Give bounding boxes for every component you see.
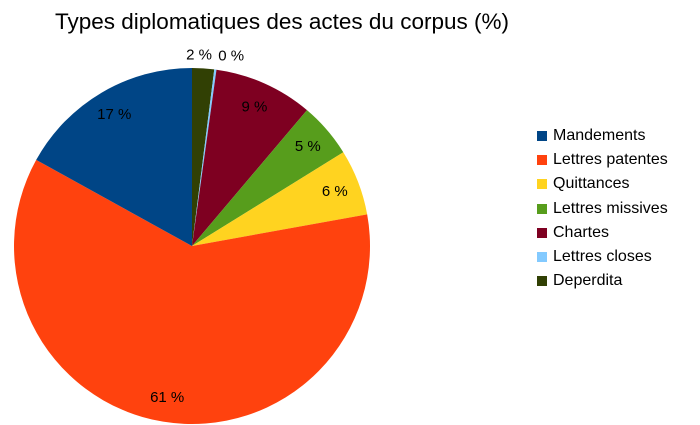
legend-label: Lettres patentes: [553, 151, 668, 169]
slice-label-lettres-patentes: 61 %: [150, 389, 184, 406]
pie-slice-chartes: [192, 69, 307, 246]
pie-slice-deperdita: [192, 68, 215, 246]
pie-slice-lettres-patentes: [14, 159, 371, 424]
slice-label-deperdita: 2 %: [186, 46, 212, 63]
legend-item: Lettres closes: [537, 245, 668, 269]
chart-title: Types diplomatiques des actes du corpus …: [55, 9, 509, 34]
slice-label-lettres-closes: 0 %: [218, 48, 244, 65]
legend: Mandements Lettres patentes Quittances Lett…: [537, 124, 668, 293]
legend-item: Quittances: [537, 172, 668, 196]
legend-swatch: [537, 252, 547, 263]
legend-swatch: [537, 276, 547, 287]
slice-label-chartes: 9 %: [241, 98, 267, 115]
legend-swatch: [537, 203, 547, 214]
slice-label-lettres-missives: 5 %: [295, 138, 321, 155]
legend-label: Lettres missives: [553, 199, 668, 217]
legend-label: Chartes: [553, 223, 610, 241]
legend-item: Deperdita: [537, 269, 668, 293]
legend-item: Lettres missives: [537, 197, 668, 221]
legend-swatch: [537, 179, 547, 190]
pie-slice-quittances: [192, 152, 368, 246]
legend-swatch: [537, 131, 547, 142]
legend-item: Mandements: [537, 124, 668, 148]
pie-slice-mandements: [36, 68, 193, 246]
legend-swatch: [537, 227, 547, 238]
legend-item: Lettres patentes: [537, 148, 668, 172]
legend-label: Lettres closes: [553, 248, 652, 266]
slice-label-mandements: 17 %: [97, 106, 131, 123]
legend-item: Chartes: [537, 221, 668, 245]
pie-slice-lettres-missives: [192, 110, 344, 247]
slice-label-quittances: 6 %: [322, 183, 348, 200]
legend-label: Quittances: [553, 175, 630, 193]
legend-swatch: [537, 155, 547, 166]
legend-label: Mandements: [553, 127, 646, 145]
pie-slice-lettres-closes: [192, 69, 217, 247]
legend-label: Deperdita: [553, 272, 623, 290]
